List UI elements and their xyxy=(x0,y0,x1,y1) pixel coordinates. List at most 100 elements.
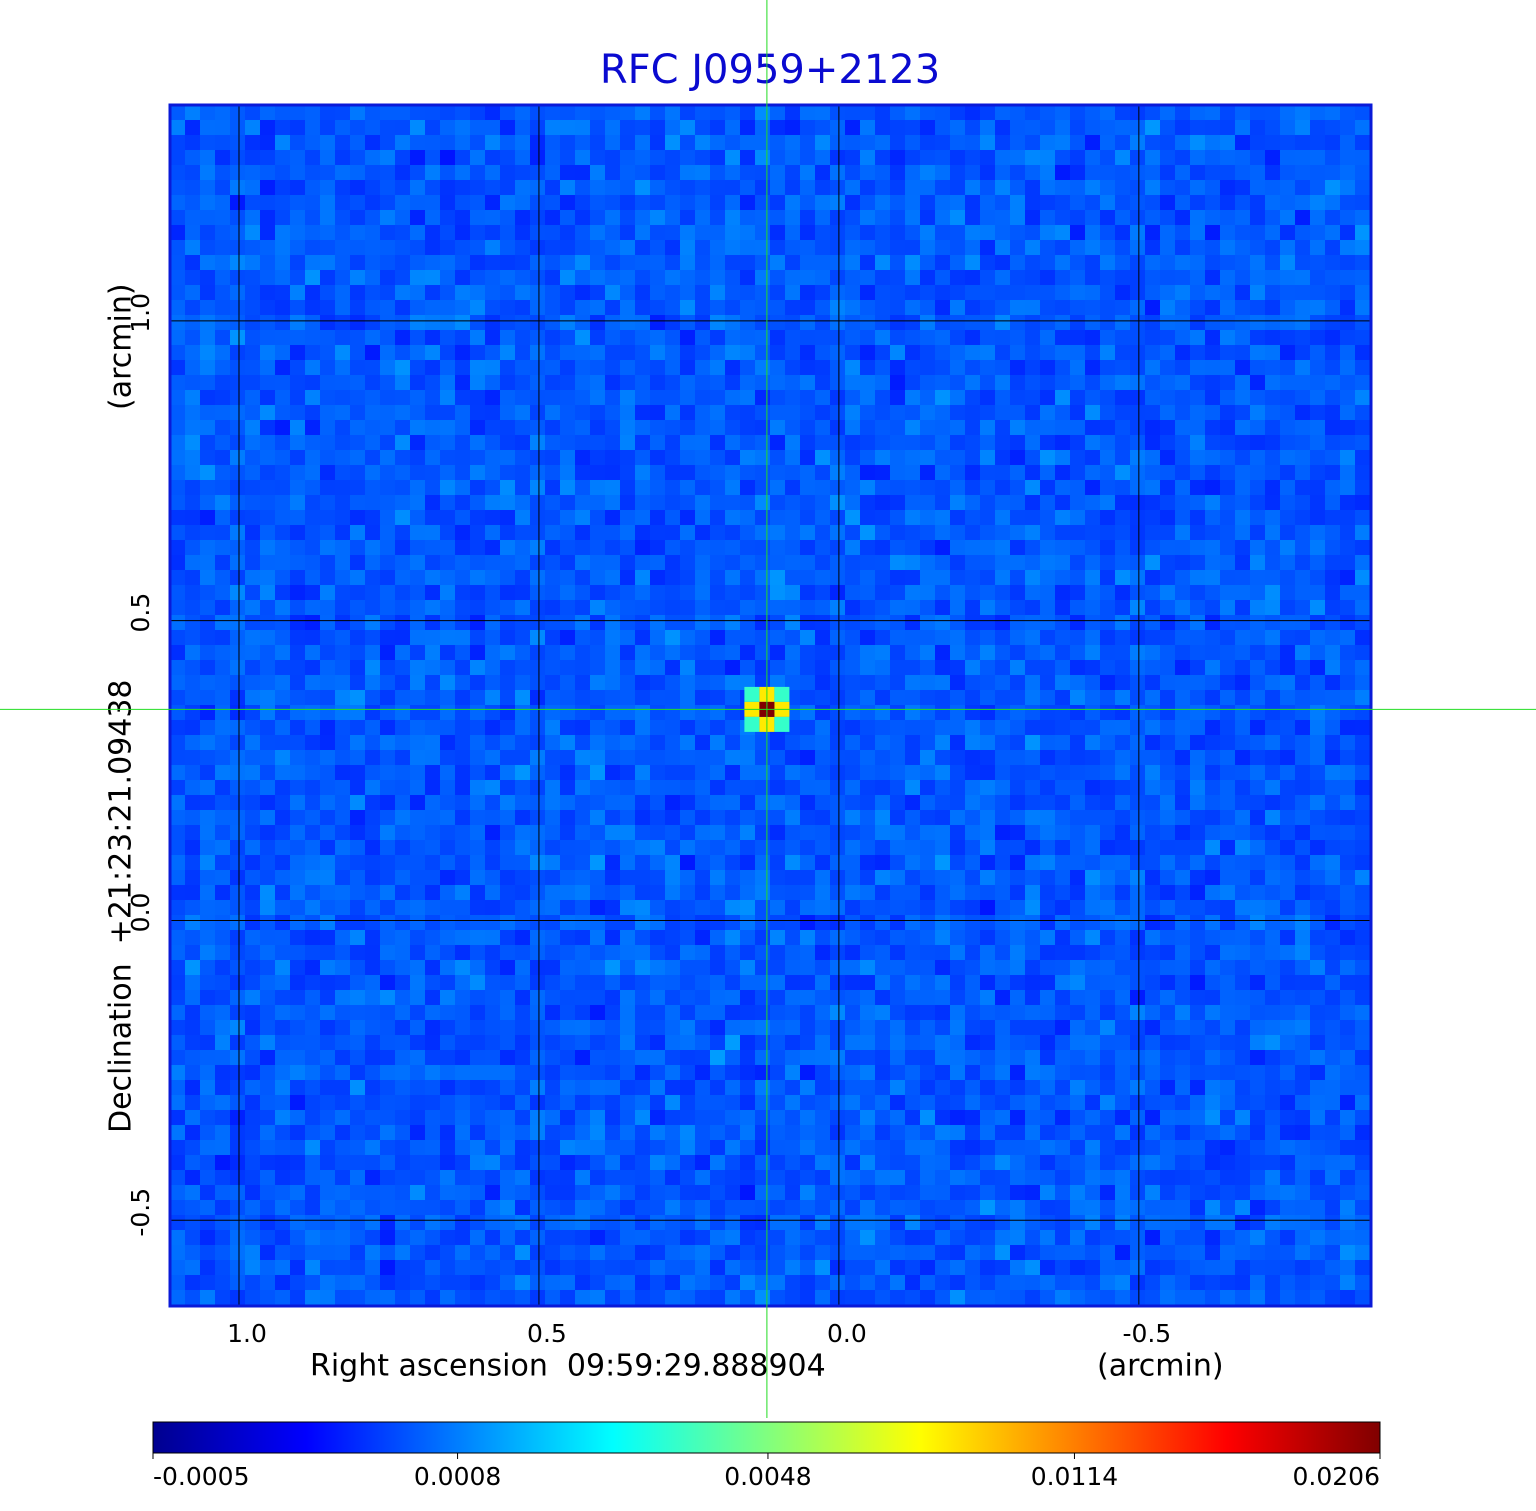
noise-pixel xyxy=(650,360,666,376)
noise-pixel xyxy=(605,480,621,496)
noise-pixel xyxy=(830,195,846,211)
noise-pixel xyxy=(860,525,876,541)
noise-pixel xyxy=(245,135,261,151)
noise-pixel xyxy=(215,375,231,391)
noise-pixel xyxy=(530,300,546,316)
noise-pixel xyxy=(1055,735,1071,751)
noise-pixel xyxy=(950,705,966,721)
noise-pixel xyxy=(455,630,471,646)
noise-pixel xyxy=(845,585,861,601)
noise-pixel xyxy=(815,345,831,361)
noise-pixel xyxy=(545,795,561,811)
noise-pixel xyxy=(965,120,981,136)
noise-pixel xyxy=(920,345,936,361)
noise-pixel xyxy=(1130,315,1146,331)
noise-pixel xyxy=(1100,225,1116,241)
noise-pixel xyxy=(320,630,336,646)
noise-pixel xyxy=(1325,405,1341,421)
noise-pixel xyxy=(260,285,276,301)
noise-pixel xyxy=(560,495,576,511)
noise-pixel xyxy=(1085,675,1101,691)
noise-pixel xyxy=(830,780,846,796)
noise-pixel xyxy=(995,900,1011,916)
noise-pixel xyxy=(410,870,426,886)
noise-pixel xyxy=(770,960,786,976)
noise-pixel xyxy=(1040,435,1056,451)
noise-pixel xyxy=(1115,105,1131,121)
noise-pixel xyxy=(1205,165,1221,181)
noise-pixel xyxy=(1010,825,1026,841)
noise-pixel xyxy=(260,705,276,721)
noise-pixel xyxy=(680,465,696,481)
noise-pixel xyxy=(1355,150,1371,166)
noise-pixel xyxy=(1160,270,1176,286)
noise-pixel xyxy=(965,210,981,226)
noise-pixel xyxy=(1310,750,1326,766)
noise-pixel xyxy=(485,345,501,361)
noise-pixel xyxy=(785,855,801,871)
noise-pixel xyxy=(380,975,396,991)
noise-pixel xyxy=(455,240,471,256)
noise-pixel xyxy=(1325,270,1341,286)
noise-pixel xyxy=(1205,405,1221,421)
noise-pixel xyxy=(470,975,486,991)
noise-pixel xyxy=(1175,375,1191,391)
noise-pixel xyxy=(1055,720,1071,736)
noise-pixel xyxy=(1130,885,1146,901)
noise-pixel xyxy=(650,705,666,721)
noise-pixel xyxy=(410,150,426,166)
noise-pixel xyxy=(770,495,786,511)
noise-pixel xyxy=(725,870,741,886)
noise-pixel xyxy=(1175,705,1191,721)
noise-pixel xyxy=(1220,420,1236,436)
noise-pixel xyxy=(980,300,996,316)
noise-pixel xyxy=(575,240,591,256)
noise-pixel xyxy=(1295,885,1311,901)
noise-pixel xyxy=(440,840,456,856)
noise-pixel xyxy=(1250,855,1266,871)
noise-pixel xyxy=(530,660,546,676)
noise-pixel xyxy=(965,270,981,286)
noise-pixel xyxy=(785,915,801,931)
noise-pixel xyxy=(1265,765,1281,781)
noise-pixel xyxy=(365,450,381,466)
noise-pixel xyxy=(920,300,936,316)
noise-pixel xyxy=(560,960,576,976)
noise-pixel xyxy=(920,705,936,721)
noise-pixel xyxy=(320,525,336,541)
noise-pixel xyxy=(1070,840,1086,856)
noise-pixel xyxy=(665,630,681,646)
noise-pixel xyxy=(365,585,381,601)
noise-pixel xyxy=(1235,645,1251,661)
noise-pixel xyxy=(170,315,186,331)
noise-pixel xyxy=(740,1020,756,1036)
noise-pixel xyxy=(665,915,681,931)
noise-pixel xyxy=(575,555,591,571)
noise-pixel xyxy=(290,525,306,541)
noise-pixel xyxy=(1340,480,1356,496)
noise-pixel xyxy=(1235,630,1251,646)
noise-pixel xyxy=(770,645,786,661)
noise-pixel xyxy=(335,150,351,166)
noise-pixel xyxy=(530,510,546,526)
noise-pixel xyxy=(950,345,966,361)
noise-pixel xyxy=(1175,750,1191,766)
noise-pixel xyxy=(1220,930,1236,946)
noise-pixel xyxy=(1175,540,1191,556)
noise-pixel xyxy=(845,165,861,181)
noise-pixel xyxy=(200,480,216,496)
noise-pixel xyxy=(545,1020,561,1036)
noise-pixel xyxy=(1055,810,1071,826)
noise-pixel xyxy=(260,570,276,586)
noise-pixel xyxy=(845,495,861,511)
noise-pixel xyxy=(290,105,306,121)
noise-pixel xyxy=(1265,180,1281,196)
noise-pixel xyxy=(770,780,786,796)
noise-pixel xyxy=(245,255,261,271)
noise-pixel xyxy=(1265,315,1281,331)
noise-pixel xyxy=(1160,675,1176,691)
noise-pixel xyxy=(770,1020,786,1036)
noise-pixel xyxy=(590,165,606,181)
noise-pixel xyxy=(1235,615,1251,631)
noise-pixel xyxy=(545,180,561,196)
